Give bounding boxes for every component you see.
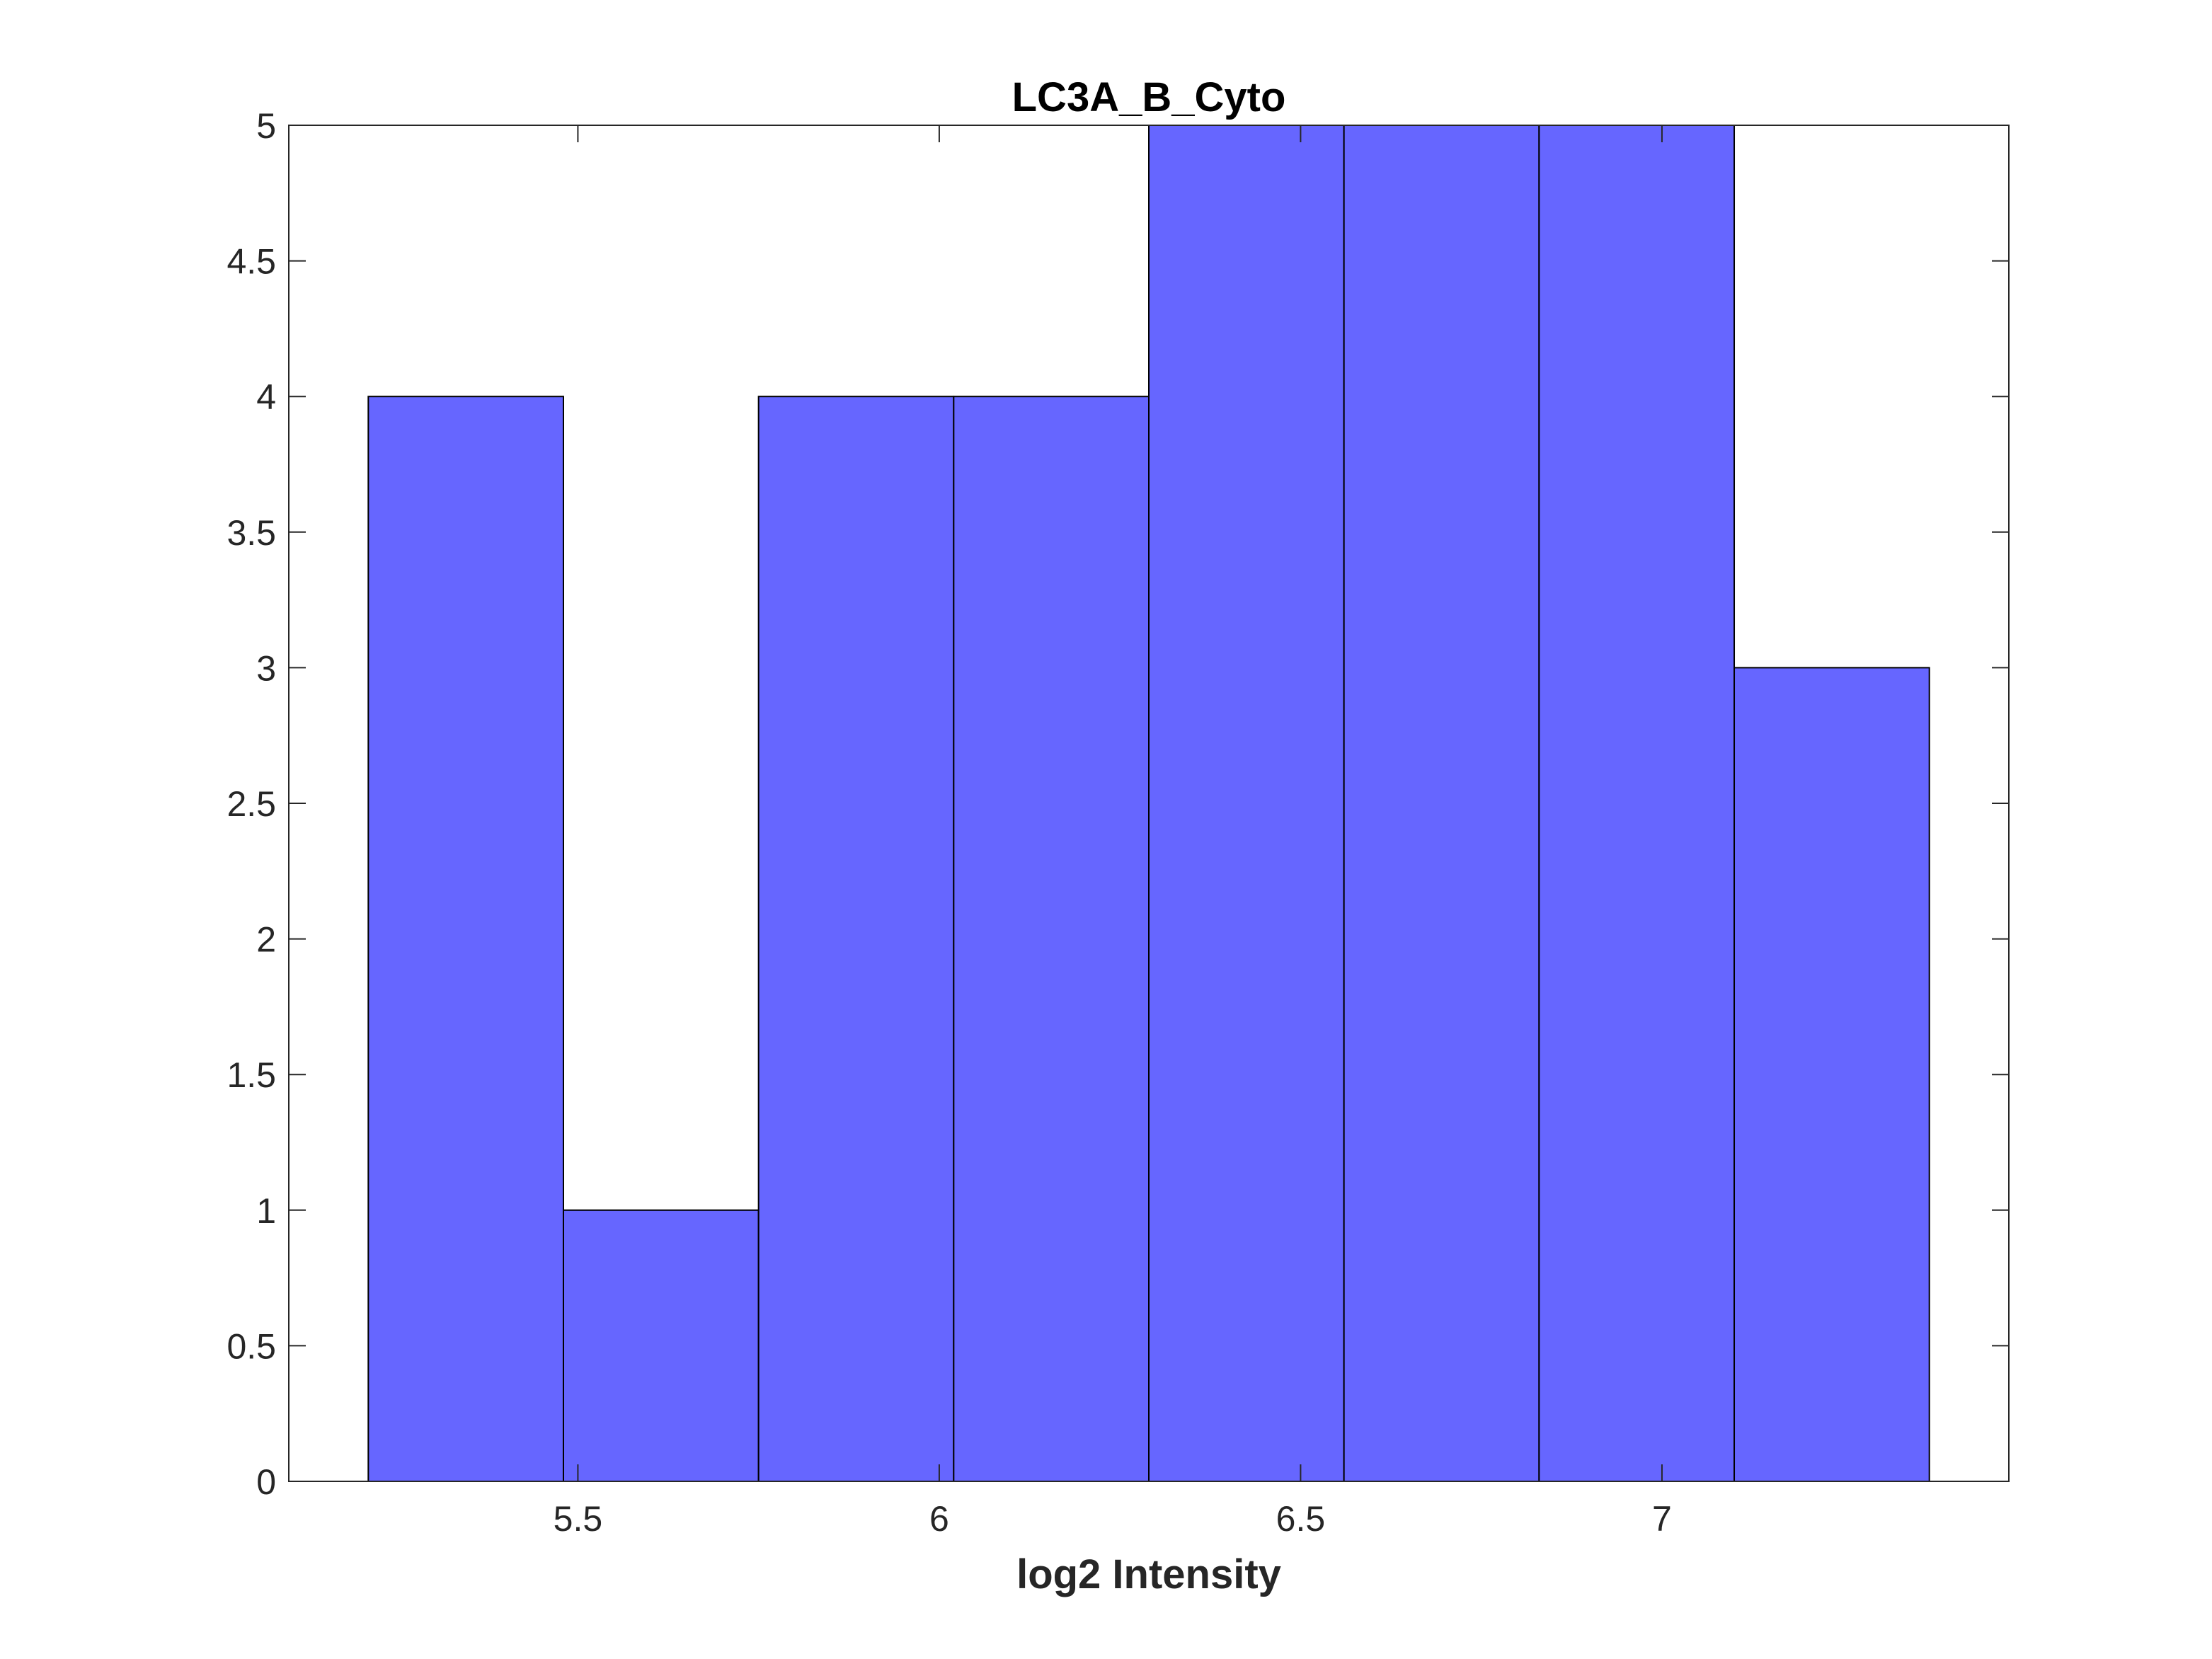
y-axis-tick-label: 5 [256, 106, 276, 146]
chart-title: LC3A_B_Cyto [1012, 74, 1286, 120]
histogram-bar [953, 396, 1150, 1483]
x-axis-label: log2 Intensity [1016, 1551, 1281, 1597]
x-axis-tick-label: 6.5 [1276, 1499, 1326, 1539]
y-axis-tick-label: 1 [256, 1191, 276, 1231]
y-axis-tick-label: 0.5 [227, 1326, 276, 1366]
axis-tick-labels: 5.5 6 6.5 7 0 0.5 1 1.5 2 2.5 3 3.5 4 4.5 5 [227, 106, 1671, 1539]
x-axis-tick-label: 7 [1652, 1499, 1672, 1539]
histogram-bar [367, 396, 564, 1483]
axis-ticks [289, 125, 2009, 1482]
x-axis-tick-label: 6 [929, 1499, 949, 1539]
y-axis-tick-label: 3.5 [227, 513, 276, 553]
histogram-bar [757, 396, 955, 1483]
histogram-bar [1734, 667, 1930, 1482]
histogram-bar [1343, 125, 1540, 1482]
y-axis-tick-label: 2.5 [227, 784, 276, 824]
histogram-bar [562, 1209, 760, 1483]
histogram-bar [1148, 125, 1345, 1482]
y-axis-tick-label: 1.5 [227, 1055, 276, 1095]
y-axis-tick-label: 4 [256, 377, 276, 417]
y-axis-tick-label: 4.5 [227, 242, 276, 282]
y-axis-tick-label: 3 [256, 648, 276, 688]
histogram-bar [1538, 125, 1736, 1482]
x-axis-tick-label: 5.5 [554, 1499, 603, 1539]
y-axis-tick-label: 0 [256, 1462, 276, 1502]
y-axis-tick-label: 2 [256, 920, 276, 960]
histogram-bars [367, 125, 1930, 1483]
